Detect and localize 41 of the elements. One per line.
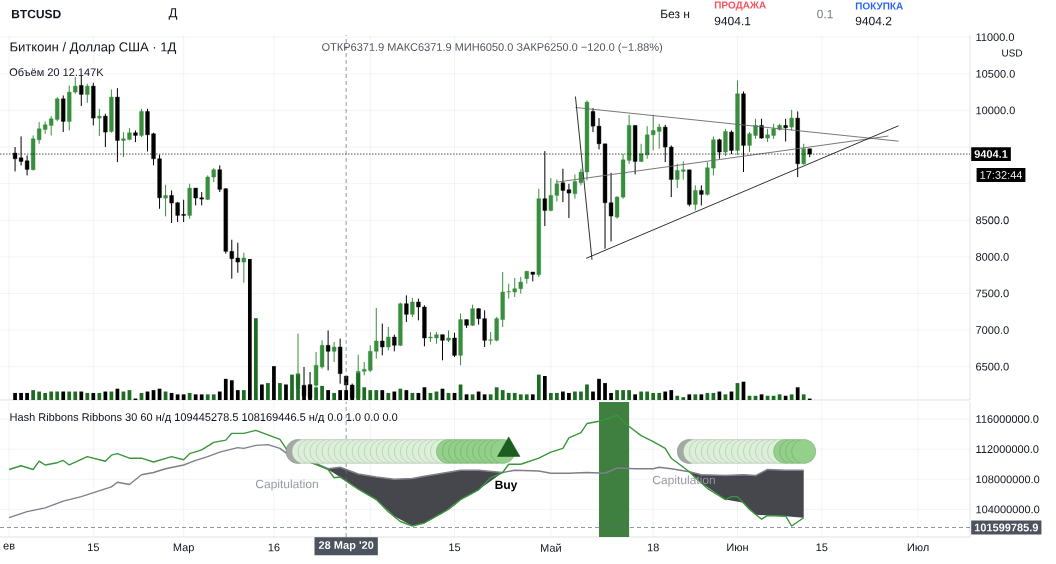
annotation: Buy [495,480,518,492]
text: 9404.2 [855,16,892,26]
y-tick-label: 10500.0 [976,69,1015,78]
text: 17:32:44 [980,171,1023,179]
text: Hash Ribbons Ribbons 30 60 н/д 109445278.5 108169446.5 н/д 0.0 1.0 0.0 0.0 [10,412,398,424]
x-tick-label: 16 [268,543,280,552]
ref-line-label: 101599785.9 [974,523,1039,532]
y-tick-label: 112000000.0 [976,445,1039,454]
y-tick-label: 10000.0 [976,106,1015,115]
x-tick-label: Июл [907,543,929,552]
annotation: Capitulation [255,479,318,491]
x-tick-label: Июн [727,543,748,552]
y-tick-label: 116000000.0 [976,415,1039,423]
ref-line-label: 28 Мар '20 [318,541,374,552]
y-tick-label: 8500.0 [976,216,1009,225]
y-tick-label: 6500.0 [976,362,1009,371]
x-tick-label: ев [3,543,15,550]
x-tick-label: 15 [449,543,461,552]
x-tick-label: 15 [88,543,99,552]
y-tick-label: 8000.0 [976,252,1009,261]
text: 9404.1 [714,16,751,26]
text: 0.1 [817,9,833,19]
text: USD [1002,49,1023,57]
x-tick-label: Мар [173,543,194,554]
annotation: Объём 20 12.147K [9,67,104,77]
x-tick-label: 18 [647,543,659,552]
y-tick-label: 7500.0 [976,289,1009,298]
text: ОТКР6371.9 МАКС6371.9 МИН6050.0 ЗАКР6250.0 −120.0 (−1.88%) [322,42,663,54]
text: Без н [661,9,690,19]
y-tick-label: 7000.0 [976,326,1009,334]
x-tick-label: Май [540,543,561,552]
text: BTCUSD [12,9,61,19]
text: ПОКУПКА [855,2,903,10]
x-tick-label: 15 [816,543,828,552]
text: Д [168,8,178,20]
text: ПРОДАЖА [714,1,766,11]
text: Биткоин / Доллар США · 1Д [10,41,177,55]
y-tick-label: 11000.0 [976,33,1015,42]
y-tick-label: 108000000.0 [976,475,1040,484]
ref-line-label: 9404.1 [974,150,1008,158]
y-tick-label: 104000000.0 [976,505,1040,514]
